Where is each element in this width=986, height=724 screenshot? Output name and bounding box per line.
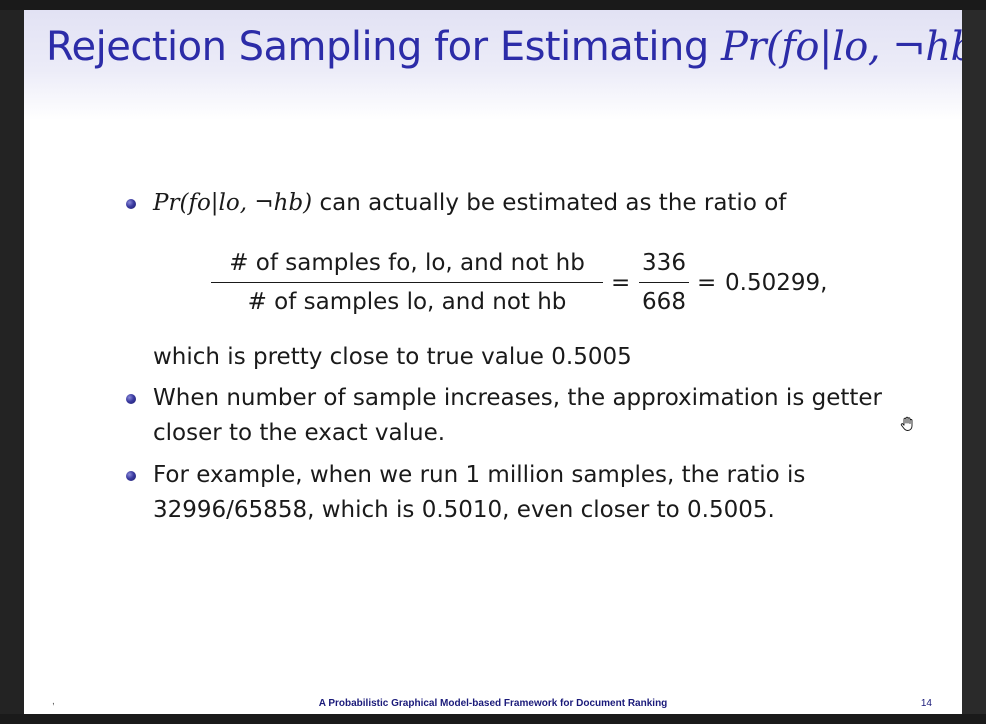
bullet-1-body: can actually be estimated as the ratio o…: [312, 190, 787, 216]
equals-sign-2: =: [697, 270, 717, 296]
footer-dot: ,: [52, 696, 55, 707]
bullet-marker-2: [126, 394, 136, 404]
bullet-2-line-1: When number of sample increases, the app…: [153, 385, 883, 411]
bullet-3-line-1: For example, when we run 1 million sampl…: [153, 462, 806, 488]
bullet-marker-3: [126, 471, 136, 481]
label-numerator: # of samples fo, lo, and not hb: [229, 250, 585, 276]
slide-footer: , A Probabilistic Graphical Model-based …: [24, 696, 962, 714]
title-band: [24, 10, 962, 120]
continuation-text: which is pretty close to true value 0.50…: [153, 344, 632, 370]
slide-title-text: Rejection Sampling for Estimating: [46, 24, 721, 70]
bullet-1-math: Pr(fo|lo, ¬hb): [153, 190, 313, 216]
footer-title: A Probabilistic Graphical Model-based Fr…: [318, 698, 668, 709]
hand-cursor-icon: [900, 416, 913, 431]
formula-result: 0.50299,: [725, 270, 828, 296]
label-fraction-bar: [211, 282, 603, 283]
slide-title: Rejection Sampling for Estimating Pr(fo|…: [46, 24, 962, 70]
bullet-2-line-2: closer to the exact value.: [153, 420, 446, 446]
value-denominator: 668: [642, 289, 686, 315]
slide-title-math: Pr(fo|lo, ¬hb): [720, 24, 962, 70]
bullet-3-line-2: 32996/65858, which is 0.5010, even close…: [153, 497, 775, 523]
window-bottom-bar: [0, 714, 986, 724]
value-fraction: 336 668: [639, 246, 689, 319]
window-top-bar: [0, 0, 986, 10]
equals-sign-1: =: [611, 270, 631, 296]
value-numerator: 336: [642, 250, 686, 276]
bullet-marker-1: [126, 199, 136, 209]
slide: Rejection Sampling for Estimating Pr(fo|…: [24, 10, 962, 714]
label-denominator: # of samples lo, and not hb: [247, 289, 567, 315]
page-number: 14: [920, 698, 932, 709]
window-right-bar: [962, 10, 986, 724]
bullet-1-text: Pr(fo|lo, ¬hb) can actually be estimated…: [153, 186, 786, 221]
value-fraction-bar: [639, 282, 689, 283]
label-fraction: # of samples fo, lo, and not hb # of sam…: [211, 246, 603, 319]
